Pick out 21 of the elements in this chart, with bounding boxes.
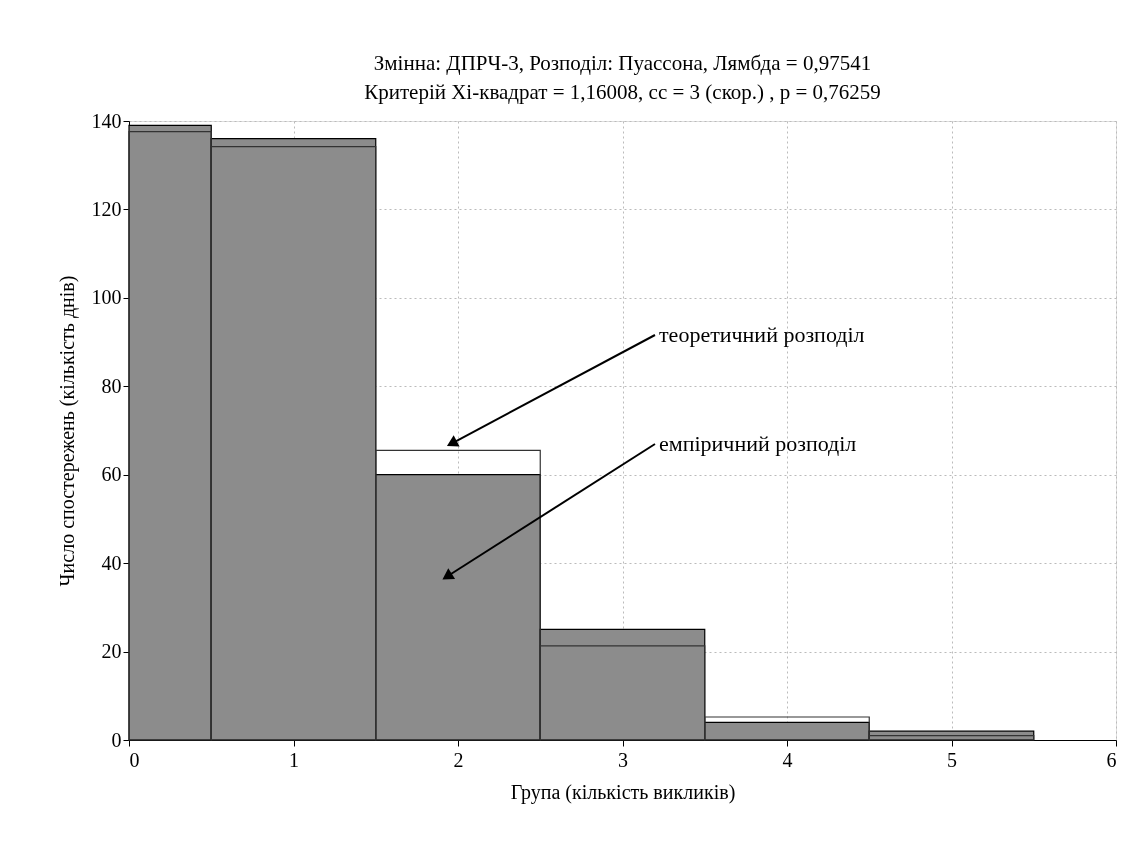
x-tick-label: 1 [289, 748, 299, 771]
x-tick-label: 6 [1106, 748, 1117, 771]
x-tick-label: 3 [618, 748, 628, 771]
chart-subtitle: Критерій Хі-квадрат = 1,16008, сс = 3 (скор.) , p = 0,76259 [364, 80, 881, 104]
y-tick-label: 100 [91, 286, 122, 309]
annotation: емпіричний розподіл [659, 431, 857, 456]
chart-title: Змінна: ДПРЧ-3, Розподіл: Пуассона, Лямбда = 0,97541 [373, 51, 872, 75]
y-axis-title: Число спостережень (кількість днів) [55, 275, 79, 587]
x-tick-label: 5 [947, 748, 957, 771]
y-tick-label: 140 [91, 109, 122, 132]
x-tick-label: 0 [129, 748, 140, 771]
x-axis-title: Група (кількість викликів) [510, 780, 736, 804]
y-tick-label: 120 [91, 197, 122, 220]
y-tick-label: 0 [111, 728, 122, 751]
y-tick-label: 40 [101, 551, 122, 574]
y-tick-label: 20 [101, 640, 122, 663]
annotation: теоретичний розподіл [659, 322, 865, 347]
x-tick-label: 2 [453, 748, 464, 771]
y-tick-label: 60 [101, 463, 122, 486]
x-tick-label: 4 [782, 748, 793, 771]
y-tick-label: 80 [101, 374, 122, 397]
